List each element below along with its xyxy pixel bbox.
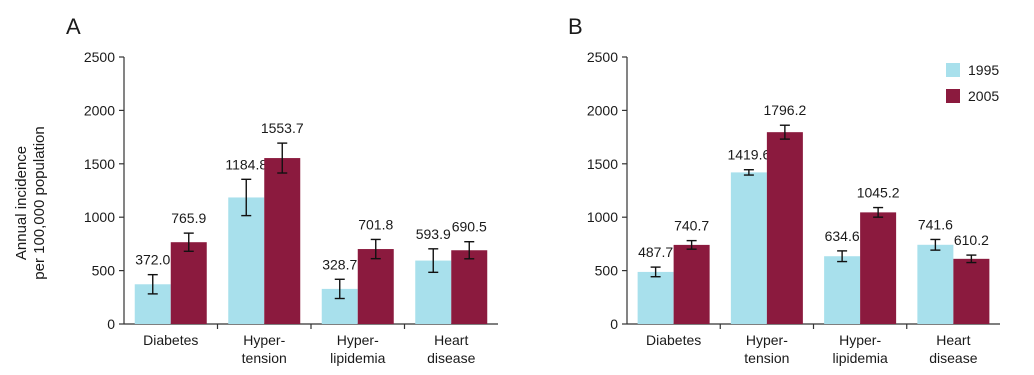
x-tick-label: tension xyxy=(744,350,789,366)
bar-2005 xyxy=(766,132,803,324)
x-tick-label: tension xyxy=(242,350,287,366)
bar-1995 xyxy=(730,172,767,324)
legend-swatch-1995 xyxy=(946,63,960,77)
data-label: 1796.2 xyxy=(763,102,806,118)
x-tick-label: Hyper- xyxy=(337,332,379,348)
data-label: 1419.6 xyxy=(727,147,770,163)
x-tick-label: Heart xyxy=(434,332,468,348)
data-label: 765.9 xyxy=(171,210,206,226)
data-label: 740.7 xyxy=(674,218,709,234)
y-tick-label: 500 xyxy=(595,263,619,279)
y-tick-label: 0 xyxy=(107,316,115,332)
x-tick-label: Hyper- xyxy=(243,332,285,348)
y-axis-title-line-1: Annual incidence xyxy=(13,146,30,260)
data-label: 1553.7 xyxy=(261,120,304,136)
bar-2005 xyxy=(673,244,710,324)
data-label: 1045.2 xyxy=(857,185,900,201)
chart-panel-a: A 0 500 1000 1500 2000 2500 Diabetes 372.0 765.9 H… xyxy=(66,14,498,366)
legend-swatch-2005 xyxy=(946,89,960,103)
y-tick-label: 2000 xyxy=(84,102,115,118)
data-label: 701.8 xyxy=(358,216,393,232)
data-label: 1184.8 xyxy=(225,156,267,172)
x-tick-label: disease xyxy=(427,350,475,366)
y-tick-label: 0 xyxy=(610,316,618,332)
y-axis-title: Annual incidence per 100,000 population xyxy=(13,126,48,279)
data-label: 593.9 xyxy=(416,226,451,242)
data-label: 610.2 xyxy=(954,232,989,248)
bar-2005 xyxy=(953,258,990,324)
legend-label-2005: 2005 xyxy=(968,88,999,104)
x-tick-label: Diabetes xyxy=(143,332,198,348)
y-tick-label: 2500 xyxy=(587,49,618,65)
bar-1995 xyxy=(228,197,265,324)
bar-1995 xyxy=(637,271,674,324)
y-tick-label: 1000 xyxy=(587,209,618,225)
legend: 1995 2005 xyxy=(946,62,999,104)
y-tick-label: 1000 xyxy=(84,209,115,225)
bar-2005 xyxy=(357,249,394,324)
y-tick-label: 500 xyxy=(92,263,116,279)
x-tick-label: Hyper- xyxy=(746,332,788,348)
x-tick-label: Hyper- xyxy=(839,332,881,348)
data-label: 487.7 xyxy=(638,244,673,260)
data-label: 372.0 xyxy=(135,252,170,268)
bar-2005 xyxy=(264,158,301,324)
x-tick-label: disease xyxy=(929,350,977,366)
panel-label: B xyxy=(568,14,583,39)
x-tick-label: lipidemia xyxy=(330,350,385,366)
y-tick-label: 2000 xyxy=(587,102,618,118)
y-axis-title-line-2: per 100,000 population xyxy=(31,126,48,279)
bar-2005 xyxy=(170,242,207,324)
x-tick-label: lipidemia xyxy=(833,350,888,366)
legend-label-1995: 1995 xyxy=(968,62,999,78)
data-label: 634.6 xyxy=(825,228,860,244)
y-tick-label: 1500 xyxy=(84,156,115,172)
y-tick-label: 1500 xyxy=(587,156,618,172)
data-label: 690.5 xyxy=(452,219,487,235)
bar-2005 xyxy=(860,212,897,324)
panel-label: A xyxy=(66,14,81,39)
bar-2005 xyxy=(451,250,488,324)
bar-1995 xyxy=(824,256,861,324)
y-tick-label: 2500 xyxy=(84,49,115,65)
data-label: 741.6 xyxy=(918,216,953,232)
x-tick-label: Diabetes xyxy=(646,332,701,348)
x-tick-label: Heart xyxy=(936,332,970,348)
data-label: 328.7 xyxy=(322,256,357,272)
bar-1995 xyxy=(917,244,954,324)
